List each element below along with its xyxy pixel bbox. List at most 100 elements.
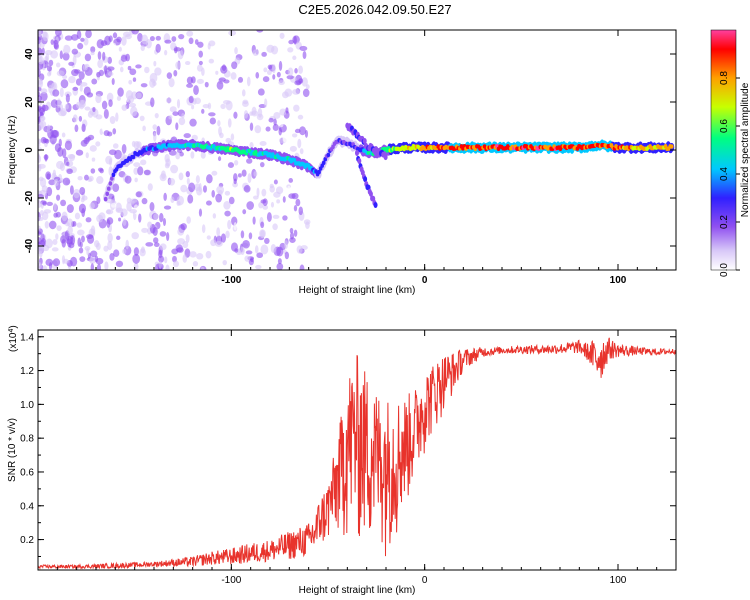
noise-speck <box>228 30 237 36</box>
bottom-y-axis-title: SNR (10 * v/v) <box>7 418 18 482</box>
noise-speck <box>73 188 81 199</box>
noise-speck <box>144 66 150 74</box>
noise-speck <box>164 256 168 264</box>
noise-speck <box>186 76 193 85</box>
noise-speck <box>44 120 53 127</box>
noise-speck <box>122 31 131 38</box>
noise-speck <box>141 34 149 45</box>
noise-speck <box>42 31 49 42</box>
y-tick-label: 40 <box>24 48 35 60</box>
noise-speck <box>147 183 153 191</box>
noise-speck <box>96 71 101 78</box>
snr-scale-label: (x104) <box>8 325 20 352</box>
noise-speck <box>45 258 54 267</box>
noise-speck <box>188 182 196 193</box>
noise-speck <box>231 61 238 70</box>
noise-speck <box>45 171 52 180</box>
noise-speck <box>121 143 127 154</box>
noise-speck <box>52 258 61 267</box>
y-tick-label: 1.2 <box>20 366 34 377</box>
noise-speck <box>107 66 115 71</box>
noise-speck <box>109 116 116 125</box>
noise-speck <box>82 64 88 71</box>
noise-speck <box>241 169 247 177</box>
noise-speck <box>249 122 254 131</box>
noise-speck <box>129 209 138 214</box>
noise-speck <box>248 232 253 240</box>
noise-speck <box>141 227 149 233</box>
noise-speck <box>222 99 231 105</box>
noise-speck <box>126 197 132 204</box>
noise-speck <box>77 175 83 181</box>
noise-speck <box>46 201 53 207</box>
noise-speck <box>272 123 279 132</box>
noise-speck <box>116 95 122 101</box>
noise-speck <box>282 215 288 221</box>
x-tick-label: 100 <box>610 275 627 286</box>
noise-speck <box>134 177 138 183</box>
noise-speck <box>103 245 109 252</box>
noise-speck <box>108 99 113 107</box>
noise-speck <box>131 30 139 35</box>
branch-point <box>383 154 388 161</box>
noise-speck <box>261 51 267 57</box>
noise-speck <box>168 178 176 186</box>
noise-speck <box>89 202 95 210</box>
noise-speck <box>198 208 203 217</box>
noise-speck <box>52 169 56 178</box>
noise-speck <box>56 194 61 201</box>
noise-speck <box>135 191 142 198</box>
noise-speck <box>172 111 179 116</box>
noise-speck <box>109 42 117 47</box>
noise-speck <box>305 221 310 230</box>
noise-speck <box>154 67 162 76</box>
noise-speck <box>266 69 272 76</box>
noise-speck <box>173 47 182 52</box>
noise-speck <box>122 218 127 226</box>
noise-speck <box>44 220 49 229</box>
noise-speck <box>183 133 191 139</box>
noise-speck <box>38 56 45 65</box>
x-tick-label: -100 <box>221 275 241 286</box>
noise-speck <box>140 159 147 166</box>
noise-speck <box>224 210 231 217</box>
noise-speck <box>297 114 304 120</box>
noise-speck <box>164 39 172 44</box>
noise-speck <box>130 106 138 117</box>
noise-speck <box>153 237 159 244</box>
noise-speck <box>74 124 79 133</box>
noise-speck <box>164 49 168 56</box>
noise-speck <box>299 126 307 136</box>
noise-speck <box>129 68 137 76</box>
noise-speck <box>48 84 53 94</box>
noise-speck <box>90 250 98 258</box>
noise-speck <box>195 175 200 184</box>
noise-speck <box>95 93 102 104</box>
noise-speck <box>192 261 199 267</box>
noise-speck <box>219 132 224 139</box>
noise-speck <box>218 32 224 39</box>
noise-speck <box>76 222 83 228</box>
y-tick-label: 0.6 <box>20 467 34 478</box>
noise-speck <box>295 198 301 207</box>
bottom-x-axis-title: Height of straight line (km) <box>299 585 416 596</box>
noise-speck <box>282 136 289 143</box>
noise-speck <box>217 156 222 162</box>
noise-speck <box>269 185 275 193</box>
noise-speck <box>51 82 56 90</box>
noise-speck <box>207 42 211 50</box>
noise-speck <box>298 206 304 216</box>
ridge-point <box>103 196 108 202</box>
noise-speck <box>190 151 195 159</box>
noise-speck <box>227 162 234 169</box>
noise-speck <box>153 132 157 142</box>
noise-speck <box>255 264 262 270</box>
noise-speck <box>178 172 184 181</box>
noise-speck <box>230 133 235 141</box>
noise-speck <box>78 203 87 214</box>
noise-speck <box>289 227 294 234</box>
noise-speck <box>39 177 47 188</box>
noise-speck <box>256 113 264 121</box>
noise-speck <box>175 61 181 70</box>
noise-speck <box>202 185 207 193</box>
